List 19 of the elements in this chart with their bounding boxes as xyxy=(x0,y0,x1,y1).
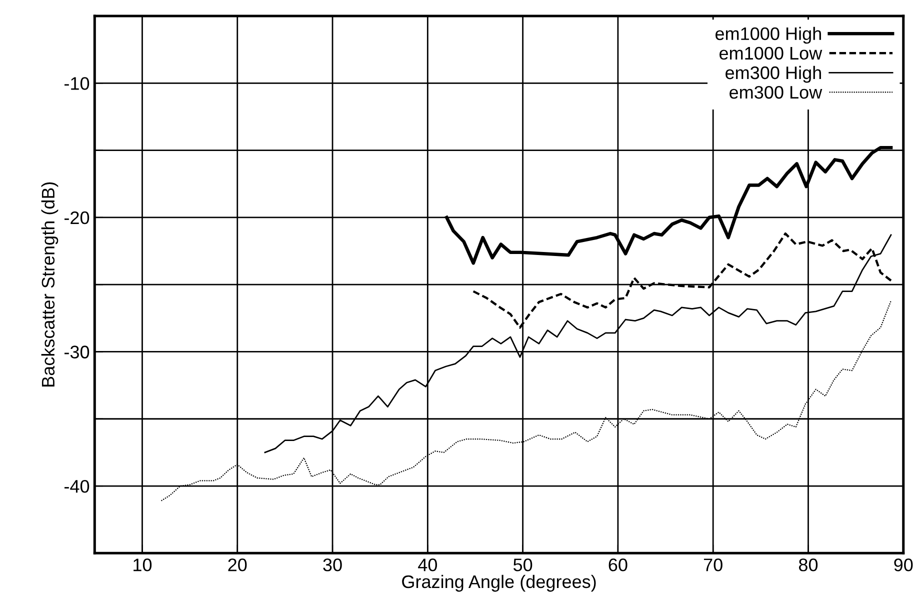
x-tick-label: 90 xyxy=(894,558,913,572)
x-tick-label: 20 xyxy=(228,558,247,572)
x-tick-label: 70 xyxy=(704,558,722,572)
x-axis-title: Grazing Angle (degrees) xyxy=(402,574,596,592)
y-tick-label: -40 xyxy=(64,480,90,493)
x-tick-label: 60 xyxy=(608,558,628,572)
legend-label: em300 Low xyxy=(730,86,822,99)
y-tick-label: -20 xyxy=(64,211,90,224)
legend-label: em1000 High xyxy=(716,26,821,44)
x-tick-label: 50 xyxy=(513,558,532,572)
y-tick-label: -10 xyxy=(64,77,90,90)
y-axis-title: Backscatter Strength (dB) xyxy=(41,182,58,386)
legend-label: em1000 Low xyxy=(720,46,822,60)
x-tick-label: 30 xyxy=(323,558,342,572)
x-tick-label: 10 xyxy=(134,558,152,572)
legend-label: em300 High xyxy=(726,66,821,83)
x-tick-label: 40 xyxy=(418,558,437,572)
y-tick-label: -30 xyxy=(64,346,90,358)
x-tick-label: 80 xyxy=(798,558,818,572)
